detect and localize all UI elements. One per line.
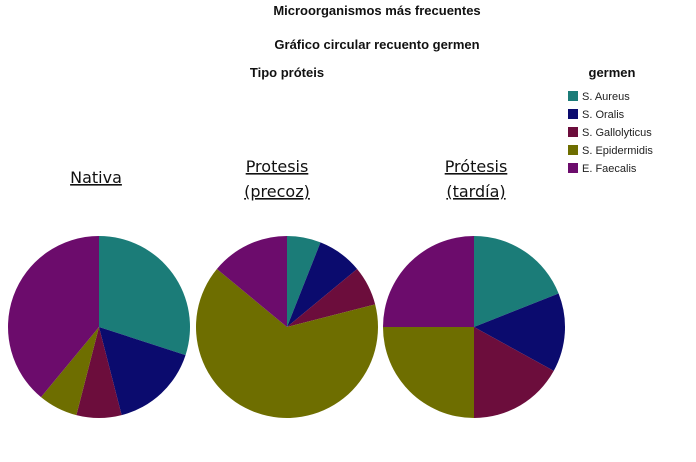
pie-slice — [287, 236, 321, 327]
pie-slice — [216, 236, 287, 327]
pie-title: Prótesis — [445, 157, 508, 176]
facet-label: Tipo próteis — [250, 65, 324, 80]
chart-title: Microorganismos más frecuentes — [273, 3, 480, 18]
legend-swatch — [568, 127, 578, 137]
pie-slice — [383, 327, 474, 418]
pie-title: (precoz) — [244, 182, 310, 201]
legend-label: E. Faecalis — [582, 163, 637, 175]
pie-slice — [474, 236, 559, 327]
pie-slice — [8, 236, 100, 398]
pie-slice — [40, 327, 99, 416]
pie-slice — [195, 268, 379, 418]
pie-slice — [99, 327, 186, 416]
pie-slice — [474, 293, 565, 371]
legend-label: S. Aureus — [582, 91, 630, 103]
pie-slice — [383, 236, 474, 327]
pie-title: Nativa — [70, 168, 122, 187]
legend-title: germen — [589, 65, 636, 80]
pie-slice — [76, 327, 122, 419]
pie-title: Protesis — [246, 157, 309, 176]
legend-swatch — [568, 163, 578, 173]
pie-slice — [287, 242, 358, 327]
pie-slice — [474, 327, 554, 418]
legend-swatch — [568, 91, 578, 101]
legend-swatch — [568, 145, 578, 155]
legend-label: S. Epidermidis — [582, 145, 653, 157]
pie-slice — [287, 268, 376, 327]
pie-slice — [99, 236, 190, 356]
legend-label: S. Oralis — [582, 109, 625, 121]
chart-subtitle: Gráfico circular recuento germen — [274, 37, 479, 52]
legend-label: S. Gallolyticus — [582, 127, 652, 139]
pie-title: (tardía) — [446, 182, 505, 201]
legend-swatch — [568, 109, 578, 119]
